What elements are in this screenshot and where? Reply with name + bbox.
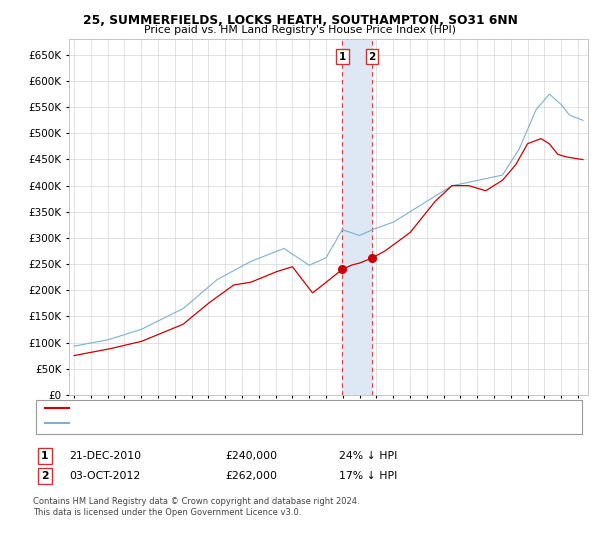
Text: 17% ↓ HPI: 17% ↓ HPI xyxy=(339,471,397,481)
Text: 21-DEC-2010: 21-DEC-2010 xyxy=(69,451,141,461)
Text: 24% ↓ HPI: 24% ↓ HPI xyxy=(339,451,397,461)
Text: Price paid vs. HM Land Registry's House Price Index (HPI): Price paid vs. HM Land Registry's House … xyxy=(144,25,456,35)
Text: 25, SUMMERFIELDS, LOCKS HEATH, SOUTHAMPTON, SO31 6NN: 25, SUMMERFIELDS, LOCKS HEATH, SOUTHAMPT… xyxy=(83,14,517,27)
Text: Contains HM Land Registry data © Crown copyright and database right 2024.: Contains HM Land Registry data © Crown c… xyxy=(33,497,359,506)
Text: 2: 2 xyxy=(368,52,376,62)
Text: 25, SUMMERFIELDS, LOCKS HEATH, SOUTHAMPTON, SO31 6NN (detached house): 25, SUMMERFIELDS, LOCKS HEATH, SOUTHAMPT… xyxy=(72,403,484,413)
Bar xyxy=(342,39,372,395)
Text: £240,000: £240,000 xyxy=(225,451,277,461)
Text: HPI: Average price, detached house, Fareham: HPI: Average price, detached house, Fare… xyxy=(72,418,302,428)
Text: 1: 1 xyxy=(338,52,346,62)
Text: This data is licensed under the Open Government Licence v3.0.: This data is licensed under the Open Gov… xyxy=(33,508,301,517)
Text: 03-OCT-2012: 03-OCT-2012 xyxy=(69,471,140,481)
Text: 1: 1 xyxy=(41,451,49,461)
Text: £262,000: £262,000 xyxy=(225,471,277,481)
Text: 2: 2 xyxy=(41,471,49,481)
